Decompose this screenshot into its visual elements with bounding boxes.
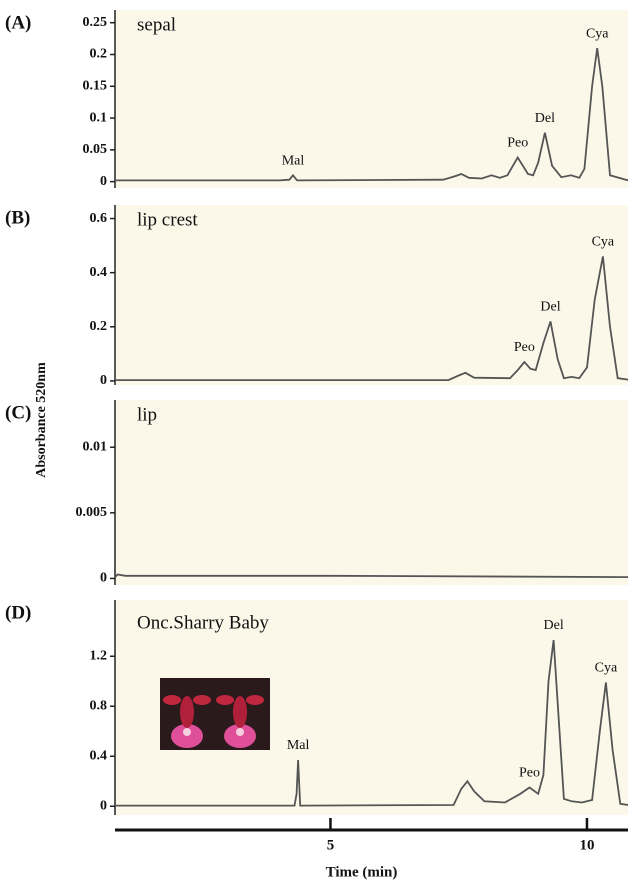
- peak-label: Del: [535, 111, 555, 126]
- y-tick-label: 0.2: [90, 319, 108, 334]
- trace: [115, 639, 629, 807]
- panel-label: (B): [5, 207, 30, 228]
- plot-background: [115, 10, 628, 188]
- y-axis-label: Absorbance 520nm: [34, 362, 49, 478]
- y-tick-label: 0.25: [83, 15, 108, 30]
- trace: [114, 573, 629, 578]
- y-tick-label: 0: [100, 571, 107, 586]
- trace: [115, 47, 629, 182]
- y-tick-label: 0.4: [90, 748, 108, 763]
- y-tick-label: 0.2: [90, 47, 108, 62]
- y-tick-label: 0.6: [90, 211, 108, 226]
- peak-label: Mal: [282, 154, 305, 169]
- y-tick-label: 0.05: [83, 142, 108, 157]
- peak-label: Cya: [592, 235, 615, 250]
- y-tick-label: 0: [100, 174, 107, 189]
- peak-label: Del: [540, 300, 560, 315]
- plot-background: [115, 400, 628, 585]
- panel-label: (A): [5, 12, 31, 33]
- peak-label: Peo: [519, 766, 540, 781]
- peak-label: Cya: [595, 661, 618, 676]
- panel-label: (D): [5, 602, 31, 623]
- y-tick-label: 1.2: [90, 648, 108, 663]
- y-tick-label: 0.01: [83, 439, 108, 454]
- panel-title: lip: [137, 404, 157, 425]
- peak-label: Peo: [514, 340, 535, 355]
- panel-title: lip crest: [137, 209, 198, 230]
- peak-label: Peo: [507, 136, 528, 151]
- x-tick-label: 10: [579, 837, 594, 853]
- y-tick-label: 0.005: [76, 505, 108, 520]
- orchid-photo: [160, 678, 270, 750]
- peak-label: Mal: [287, 738, 310, 753]
- peak-label: Del: [544, 618, 564, 633]
- y-tick-label: 0.8: [90, 698, 108, 713]
- y-tick-label: 0.4: [90, 265, 108, 280]
- y-tick-label: 0: [100, 798, 107, 813]
- y-tick-label: 0.15: [83, 79, 108, 94]
- panel-title: Onc.Sharry Baby: [137, 612, 269, 633]
- panel-label: (C): [5, 402, 31, 423]
- x-axis-label: Time (min): [326, 864, 398, 880]
- panel-title: sepal: [137, 14, 176, 35]
- plot-background: [115, 205, 628, 385]
- peak-label: Cya: [586, 26, 609, 41]
- trace: [115, 256, 629, 381]
- y-tick-label: 0: [100, 373, 107, 388]
- y-tick-label: 0.1: [90, 110, 108, 125]
- x-tick-label: 5: [327, 837, 335, 853]
